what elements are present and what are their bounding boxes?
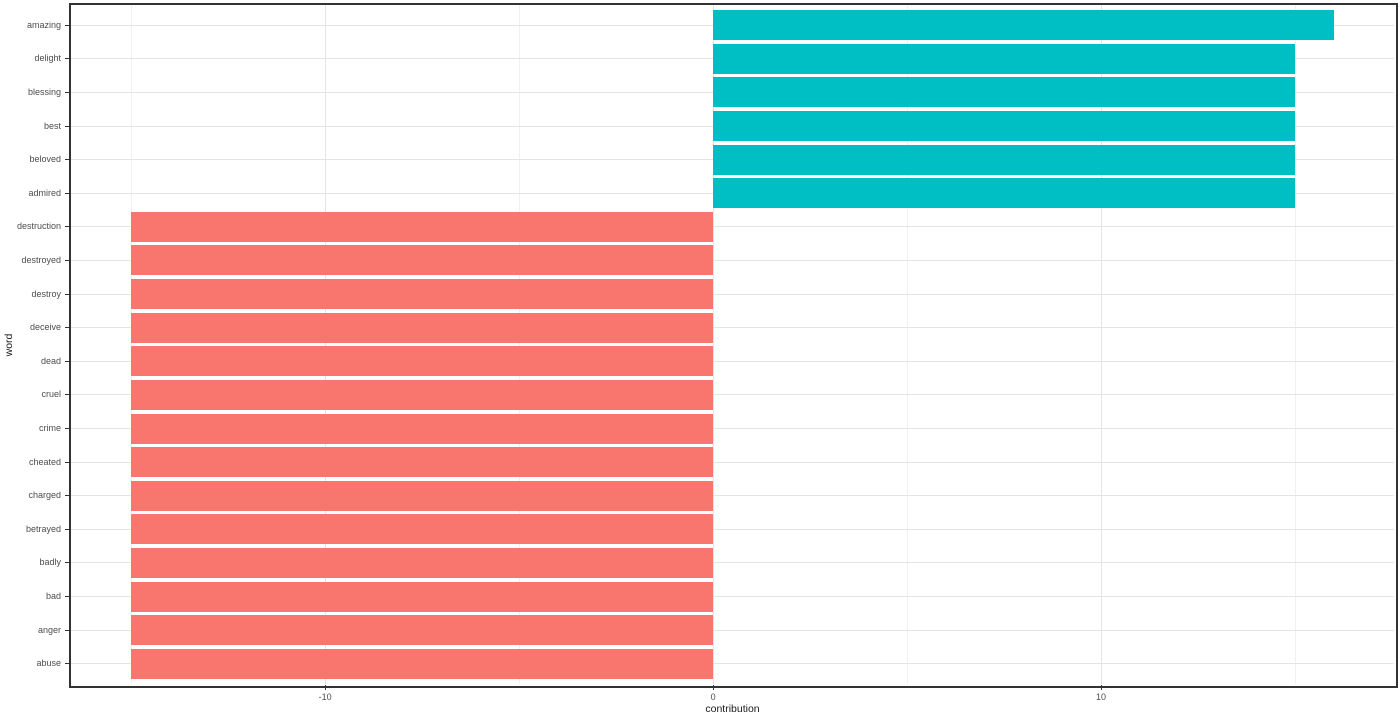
- bar-betrayed: [131, 514, 714, 545]
- y-tick-label: destroyed: [21, 254, 61, 265]
- bar-crime: [131, 413, 714, 444]
- y-tick-mark: [65, 91, 70, 93]
- x-tick-mark: [324, 685, 326, 690]
- y-tick-mark: [65, 428, 70, 430]
- gridline-major-y: [71, 495, 1394, 497]
- gridline-major-x: [324, 5, 326, 684]
- gridline-major-x: [712, 5, 714, 684]
- y-tick-label: delight: [34, 53, 61, 64]
- gridline-major-y: [71, 562, 1394, 564]
- gridline-major-y: [71, 327, 1394, 329]
- y-tick-mark: [65, 192, 70, 194]
- y-tick-label: beloved: [29, 154, 61, 165]
- y-tick-label: admired: [28, 187, 61, 198]
- bar-dead: [131, 346, 714, 377]
- y-tick-mark: [65, 293, 70, 295]
- x-tick-mark: [1100, 685, 1102, 690]
- y-tick-label: anger: [37, 624, 61, 635]
- y-tick-mark: [65, 259, 70, 261]
- y-tick-mark: [65, 24, 70, 26]
- y-tick-label: betrayed: [25, 523, 61, 534]
- gridline-minor-x: [130, 5, 132, 684]
- x-tick-label: 0: [710, 692, 716, 702]
- x-tick-label: 10: [1096, 692, 1107, 702]
- gridline-minor-x: [518, 5, 520, 684]
- gridline-major-y: [71, 293, 1394, 295]
- bar-destroyed: [131, 245, 714, 276]
- y-tick-label: deceive: [29, 322, 61, 333]
- gridline-minor-x: [1294, 5, 1296, 684]
- y-tick-mark: [65, 528, 70, 530]
- y-tick-mark: [65, 461, 70, 463]
- gridline-major-y: [71, 528, 1394, 530]
- bar-cheated: [131, 447, 714, 478]
- x-tick-mark: [712, 685, 714, 690]
- y-tick-label: destruction: [16, 221, 61, 232]
- y-tick-label: destroy: [31, 288, 61, 299]
- y-tick-label: dead: [40, 355, 61, 366]
- bar-abuse: [131, 648, 714, 679]
- bar-blessing: [713, 77, 1296, 108]
- bar-destruction: [131, 211, 714, 242]
- y-tick-mark: [65, 562, 70, 564]
- y-tick-mark: [65, 327, 70, 329]
- gridline-major-y: [71, 226, 1394, 228]
- bar-bad: [131, 581, 714, 612]
- bar-anger: [131, 615, 714, 646]
- gridline-major-x: [1100, 5, 1102, 684]
- y-tick-label: bad: [45, 591, 61, 602]
- y-tick-mark: [65, 663, 70, 665]
- gridline-major-y: [71, 596, 1394, 598]
- gridline-major-y: [71, 663, 1394, 665]
- bar-delight: [713, 43, 1296, 74]
- y-tick-label: crime: [39, 423, 61, 434]
- bar-admired: [713, 178, 1296, 209]
- x-tick-label: -10: [318, 692, 332, 702]
- gridline-minor-x: [906, 5, 908, 684]
- gridline-major-y: [71, 629, 1394, 631]
- gridline-major-y: [71, 461, 1394, 463]
- bar-destroy: [131, 279, 714, 310]
- bar-beloved: [713, 144, 1296, 175]
- y-tick-mark: [65, 58, 70, 60]
- y-tick-label: blessing: [27, 86, 61, 97]
- bar-cruel: [131, 379, 714, 410]
- gridline-major-y: [71, 428, 1394, 430]
- y-tick-label: charged: [28, 490, 61, 501]
- gridline-major-y: [71, 360, 1394, 362]
- y-tick-label: best: [43, 120, 61, 131]
- y-axis-title: word: [3, 333, 15, 356]
- y-tick-mark: [65, 596, 70, 598]
- y-tick-label: abuse: [36, 658, 61, 669]
- bar-best: [713, 111, 1296, 141]
- bar-badly: [131, 547, 714, 578]
- y-tick-label: cheated: [28, 456, 61, 467]
- gridline-major-y: [71, 394, 1394, 396]
- x-axis-title: contribution: [705, 703, 760, 715]
- y-tick-label: cruel: [41, 389, 61, 400]
- y-tick-mark: [65, 495, 70, 497]
- y-tick-mark: [65, 226, 70, 228]
- y-tick-label: badly: [39, 557, 61, 568]
- y-tick-mark: [65, 629, 70, 631]
- bar-charged: [131, 480, 714, 511]
- y-tick-mark: [65, 394, 70, 396]
- bar-amazing: [713, 10, 1334, 41]
- y-tick-mark: [65, 159, 70, 161]
- gridline-major-y: [71, 259, 1394, 261]
- y-tick-label: amazing: [26, 19, 61, 30]
- y-tick-mark: [65, 125, 70, 127]
- y-tick-mark: [65, 360, 70, 362]
- bar-deceive: [131, 312, 714, 343]
